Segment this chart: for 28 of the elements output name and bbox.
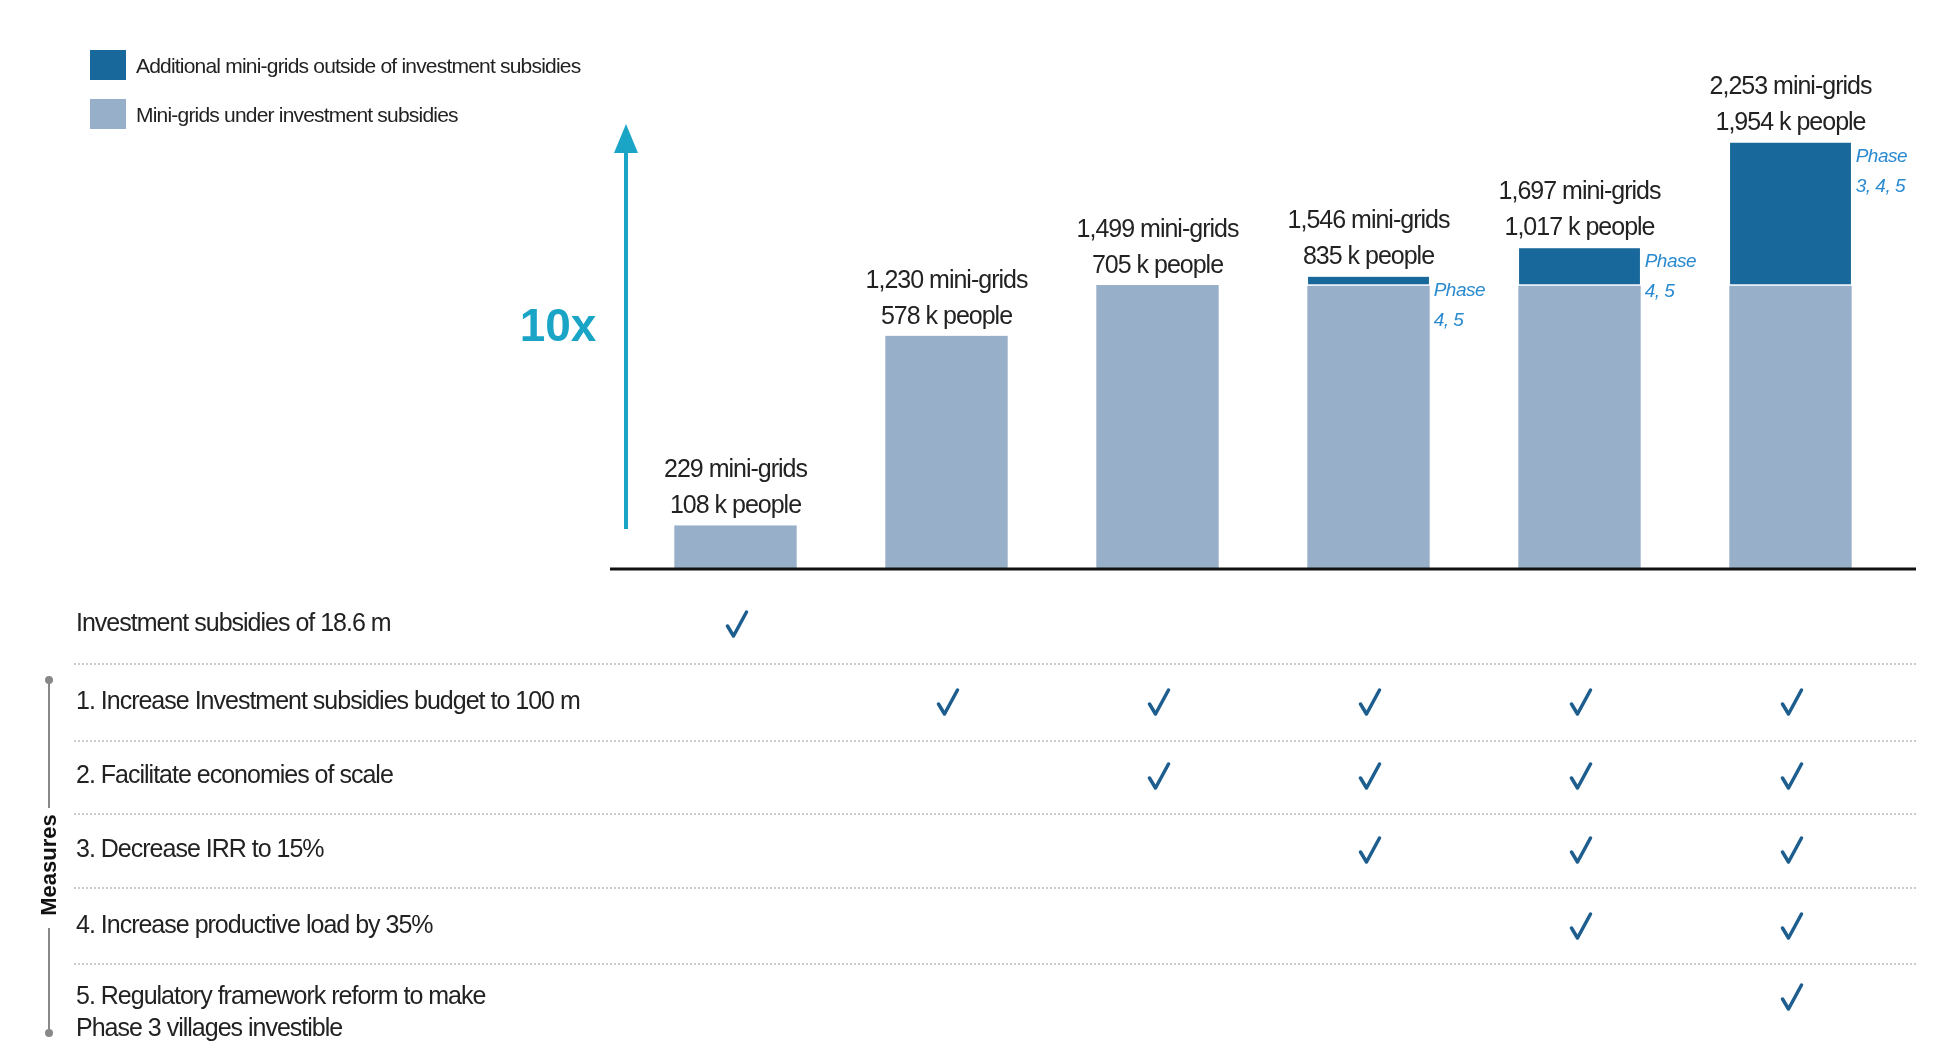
annotation: Phase 3, 4, 5 [1855, 145, 1908, 196]
total-label: 1,499 mini-grids 705 k people [1076, 214, 1239, 279]
total-label: 2,253 mini-grids 1,954 k people [1709, 71, 1872, 135]
bar [1728, 141, 1853, 286]
annotation: Phase 4, 5 [1644, 250, 1697, 302]
bar [1306, 275, 1431, 286]
text: 10x [519, 299, 597, 351]
text: 3. Decrease IRR to 15% [76, 834, 325, 862]
text: Investment subsidies of 18.6 m [76, 608, 391, 636]
total-label: 1,546 mini-grids 835 k people [1287, 205, 1450, 270]
bar [674, 525, 797, 569]
bar [885, 335, 1008, 569]
total-label: 1,230 mini-grids 578 k people [865, 264, 1028, 329]
text: Measures [36, 814, 61, 916]
annotation: Phase 4, 5 [1433, 279, 1486, 331]
bar [1518, 285, 1641, 569]
text: 4. Increase productive load by 35% [76, 910, 434, 938]
text: 2. Facilitate economies of scale [76, 760, 393, 788]
total-label: 229 mini-grids 108 k people [663, 454, 808, 519]
text: 1. Increase Investment subsidies budget to 100 m [76, 686, 580, 714]
legend-label: Additional mini-grids outside of investment subsidies [136, 54, 581, 77]
bar [1307, 285, 1430, 569]
bar [1517, 246, 1642, 286]
bar [1096, 285, 1219, 569]
text: 5. Regulatory framework reform to make Phase 3 villages investible [76, 981, 486, 1041]
total-label: 1,697 mini-grids 1,017 k people [1498, 176, 1661, 241]
legend-label: Mini-grids under investment subsidies [136, 103, 459, 126]
bar [1729, 285, 1852, 569]
